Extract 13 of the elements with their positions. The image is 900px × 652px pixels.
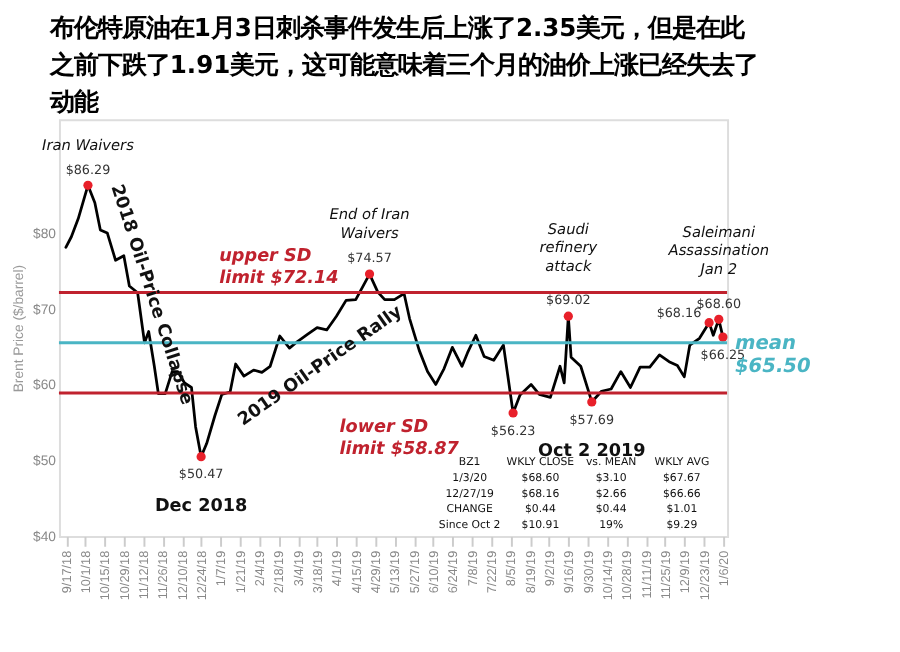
point xyxy=(718,332,728,342)
point xyxy=(587,397,597,407)
point xyxy=(563,311,573,321)
chart-title: 布伦特原油在1月3日刺杀事件发生后上涨了2.35美元，但是在此之前下跌了1.91美元，这可能意味着三个月的油价上涨已经失去了动能 xyxy=(47,13,759,117)
point xyxy=(714,314,724,324)
ref-line-label: lower SD limit $58.87 xyxy=(339,418,461,460)
annotation: Dec 2018 xyxy=(154,496,248,517)
point xyxy=(196,452,206,462)
point xyxy=(704,318,714,328)
point xyxy=(364,269,375,279)
point xyxy=(83,180,93,190)
ref-line-label: upper SD limit $72.14 xyxy=(219,247,339,289)
point xyxy=(508,408,518,418)
